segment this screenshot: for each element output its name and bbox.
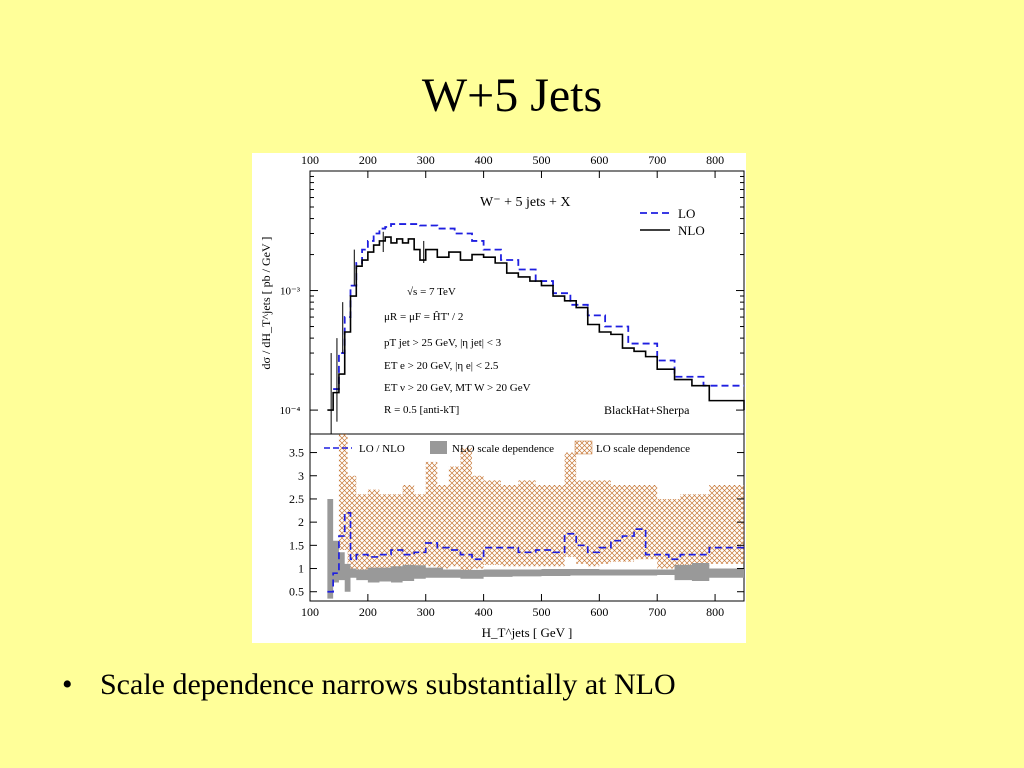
legend-label-ratio: LO / NLO — [359, 443, 405, 455]
top-x-tick-label: 400 — [475, 153, 493, 167]
plot-svg: 100 200 300 400 500 600 700 800 10⁻³ 10⁻⁴ dσ / dH_… — [259, 153, 745, 640]
upper-plot: 100 200 300 400 500 600 700 800 10⁻³ 10⁻⁴ dσ / dH_… — [259, 153, 745, 435]
legend-label-nlo: NLO — [678, 223, 705, 238]
top-x-tick-label: 800 — [706, 153, 724, 167]
band-lo-scale-dependence — [338, 434, 744, 574]
bullet-text: Scale dependence narrows substantially a… — [100, 668, 676, 701]
lower-y-tick-label: 1.5 — [289, 538, 304, 552]
lower-y-tick-label: 2.5 — [289, 492, 304, 506]
bottom-x-tick-label: 700 — [648, 605, 666, 619]
legend-label-nlo-band: NLO scale dependence — [452, 443, 554, 455]
parameter-text: μR = μF = ĤT' / 2 — [384, 311, 463, 323]
top-x-tick-label: 500 — [532, 153, 550, 167]
chart-title: W⁻ + 5 jets + X — [480, 195, 570, 210]
legend-label-lo: LO — [678, 206, 695, 221]
slide-title: W+5 Jets — [421, 69, 603, 122]
bullet-dot-icon: • — [62, 668, 73, 701]
y-tick-label-1e-4: 10⁻⁴ — [280, 405, 301, 417]
legend-label-lo-band: LO scale dependence — [596, 443, 690, 455]
top-x-tick-label: 100 — [301, 153, 319, 167]
lower-y-tick-label: 3 — [298, 469, 304, 483]
bottom-x-tick-label: 600 — [590, 605, 608, 619]
upper-y-axis-label: dσ / dH_T^jets [ pb / GeV ] — [259, 237, 273, 370]
parameter-text: ET e > 20 GeV, |η e| < 2.5 — [384, 360, 499, 372]
band-nlo-scale-dependence — [327, 498, 744, 599]
top-x-tick-label: 700 — [648, 153, 666, 167]
bottom-x-tick-label: 100 — [301, 605, 319, 619]
parameter-text: pT jet > 25 GeV, |η jet| < 3 — [384, 337, 502, 349]
lower-y-tick-label: 1 — [298, 562, 304, 576]
lower-y-tick-label: 2 — [298, 515, 304, 529]
parameter-text: √s = 7 TeV — [407, 286, 456, 298]
parameter-text: ET ν > 20 GeV, MT W > 20 GeV — [384, 382, 531, 394]
lower-y-tick-label: 3.5 — [289, 446, 304, 460]
lower-plot: 0.5 1 1.5 2 2.5 3 3.5 100 200 300 400 500 600 700 800 H… — [289, 433, 745, 640]
legend-swatch-nlo-band — [430, 441, 447, 454]
credit-text: BlackHat+Sherpa — [604, 403, 690, 417]
top-x-tick-label: 600 — [590, 153, 608, 167]
series-line-lo-nlo-ratio — [327, 512, 744, 593]
legend-swatch-lo-band — [574, 440, 593, 455]
bottom-x-tick-label: 400 — [475, 605, 493, 619]
y-tick-label-1e-3: 10⁻³ — [280, 286, 301, 298]
bottom-x-tick-label: 200 — [359, 605, 377, 619]
bottom-x-tick-label: 500 — [532, 605, 550, 619]
lower-y-tick-label: 0.5 — [289, 585, 304, 599]
bottom-x-tick-label: 300 — [417, 605, 435, 619]
top-x-tick-label: 300 — [417, 153, 435, 167]
bottom-x-tick-label: 800 — [706, 605, 724, 619]
parameter-text: R = 0.5 [anti-kT] — [384, 404, 459, 416]
plot-figure: 100 200 300 400 500 600 700 800 10⁻³ 10⁻⁴ dσ / dH_… — [252, 153, 746, 643]
lower-x-axis-label: H_T^jets [ GeV ] — [482, 625, 573, 640]
series-line-nlo — [327, 236, 745, 411]
top-x-tick-label: 200 — [359, 153, 377, 167]
